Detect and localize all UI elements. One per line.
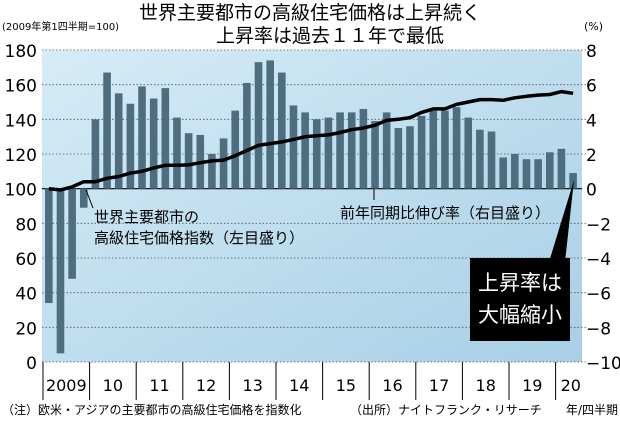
right-tick-label: 6 <box>586 77 597 97</box>
right-tick-label: 2 <box>586 146 597 166</box>
bar <box>126 103 135 189</box>
callout-line-2: 大幅縮小 <box>478 303 562 327</box>
bar <box>243 82 251 189</box>
year-label: 10 <box>103 376 123 395</box>
bar <box>487 131 496 189</box>
left-tick-label: 120 <box>5 146 37 166</box>
bar <box>173 117 181 189</box>
callout-box <box>470 258 570 341</box>
bar <box>56 188 65 354</box>
left-axis-unit: (2009年第1四半期=100) <box>2 20 119 33</box>
bar <box>359 108 368 189</box>
bar <box>371 121 379 189</box>
bar <box>161 88 170 189</box>
bar <box>79 188 88 208</box>
bar-label: 前年同期比伸び率（右目盛り） <box>340 204 550 222</box>
bar <box>452 107 461 189</box>
year-label: 17 <box>429 376 449 395</box>
bar <box>266 60 274 189</box>
bar <box>545 152 554 189</box>
bar <box>114 93 123 189</box>
chart-title-line-2: 上昇率は過去１１年で最低 <box>216 25 444 47</box>
year-label: 14 <box>289 376 309 395</box>
bar <box>103 72 111 189</box>
bar <box>184 133 193 189</box>
bar <box>347 112 356 189</box>
year-label: 15 <box>336 376 356 395</box>
right-axis-unit: (%) <box>584 20 603 33</box>
callout-pointer <box>549 180 574 262</box>
right-tick-label: 0 <box>586 181 597 201</box>
bar <box>219 138 228 189</box>
index-line <box>48 89 574 192</box>
bar <box>394 128 403 189</box>
left-tick-label: 60 <box>15 250 37 270</box>
right-tick-label: 4 <box>586 111 597 131</box>
bar <box>254 62 263 189</box>
bar <box>464 117 473 189</box>
left-tick-label: 140 <box>5 111 37 131</box>
right-tick-label: −6 <box>586 285 611 305</box>
year-label: 18 <box>476 376 496 395</box>
line-label-1: 世界主要都市の <box>94 208 199 226</box>
line-label-leader <box>85 189 94 209</box>
bar <box>312 119 321 189</box>
bar <box>417 115 426 189</box>
bar <box>429 110 438 189</box>
right-tick-label: −4 <box>586 250 611 270</box>
bar <box>149 98 158 189</box>
bar <box>511 154 519 189</box>
year-label: 19 <box>522 376 542 395</box>
callout-line-1: 上昇率は <box>478 271 562 295</box>
bar <box>138 86 146 189</box>
year-label: 13 <box>243 376 263 395</box>
bar <box>91 119 100 189</box>
left-tick-label: 160 <box>5 77 37 97</box>
bar <box>68 188 76 279</box>
x-axis-unit: 年/四半期 <box>566 403 618 417</box>
left-tick-label: 180 <box>5 42 37 62</box>
left-tick-label: 20 <box>15 319 37 339</box>
year-label: 12 <box>196 376 216 395</box>
chart-source: （出所）ナイトフランク・リサーチ <box>350 403 542 417</box>
left-tick-label: 40 <box>15 285 37 305</box>
chart-title-line-1: 世界主要都市の高級住宅価格は上昇続く <box>139 2 481 24</box>
bar <box>301 112 309 189</box>
bar <box>534 159 542 189</box>
left-tick-label: 80 <box>15 215 37 235</box>
year-label: 16 <box>382 376 402 395</box>
bar <box>569 173 577 189</box>
bar <box>336 112 344 189</box>
bar <box>45 188 53 304</box>
bar <box>208 154 216 189</box>
bar <box>324 117 333 189</box>
right-tick-label: −8 <box>586 319 611 339</box>
year-label: 2009 <box>46 376 87 395</box>
year-label: 11 <box>149 376 169 395</box>
bar <box>231 110 240 189</box>
chart-note: （注）欧米・アジアの主要都市の高級住宅価格を指数化 <box>2 402 302 417</box>
right-tick-label: −2 <box>586 215 611 235</box>
line-label-2: 高級住宅価格指数（左目盛り） <box>94 229 304 247</box>
bar <box>406 126 414 189</box>
bar <box>278 72 286 189</box>
left-tick-label: 0 <box>26 354 37 374</box>
right-tick-label: 8 <box>586 42 597 62</box>
left-tick-label: 100 <box>5 181 37 201</box>
bar <box>499 157 507 189</box>
right-tick-label: −10 <box>586 354 620 374</box>
bar <box>557 148 566 189</box>
bar <box>476 129 484 189</box>
year-label: 20 <box>561 376 581 395</box>
bar <box>289 105 298 189</box>
bar <box>441 110 449 189</box>
bar <box>382 112 391 189</box>
bar <box>522 159 531 189</box>
